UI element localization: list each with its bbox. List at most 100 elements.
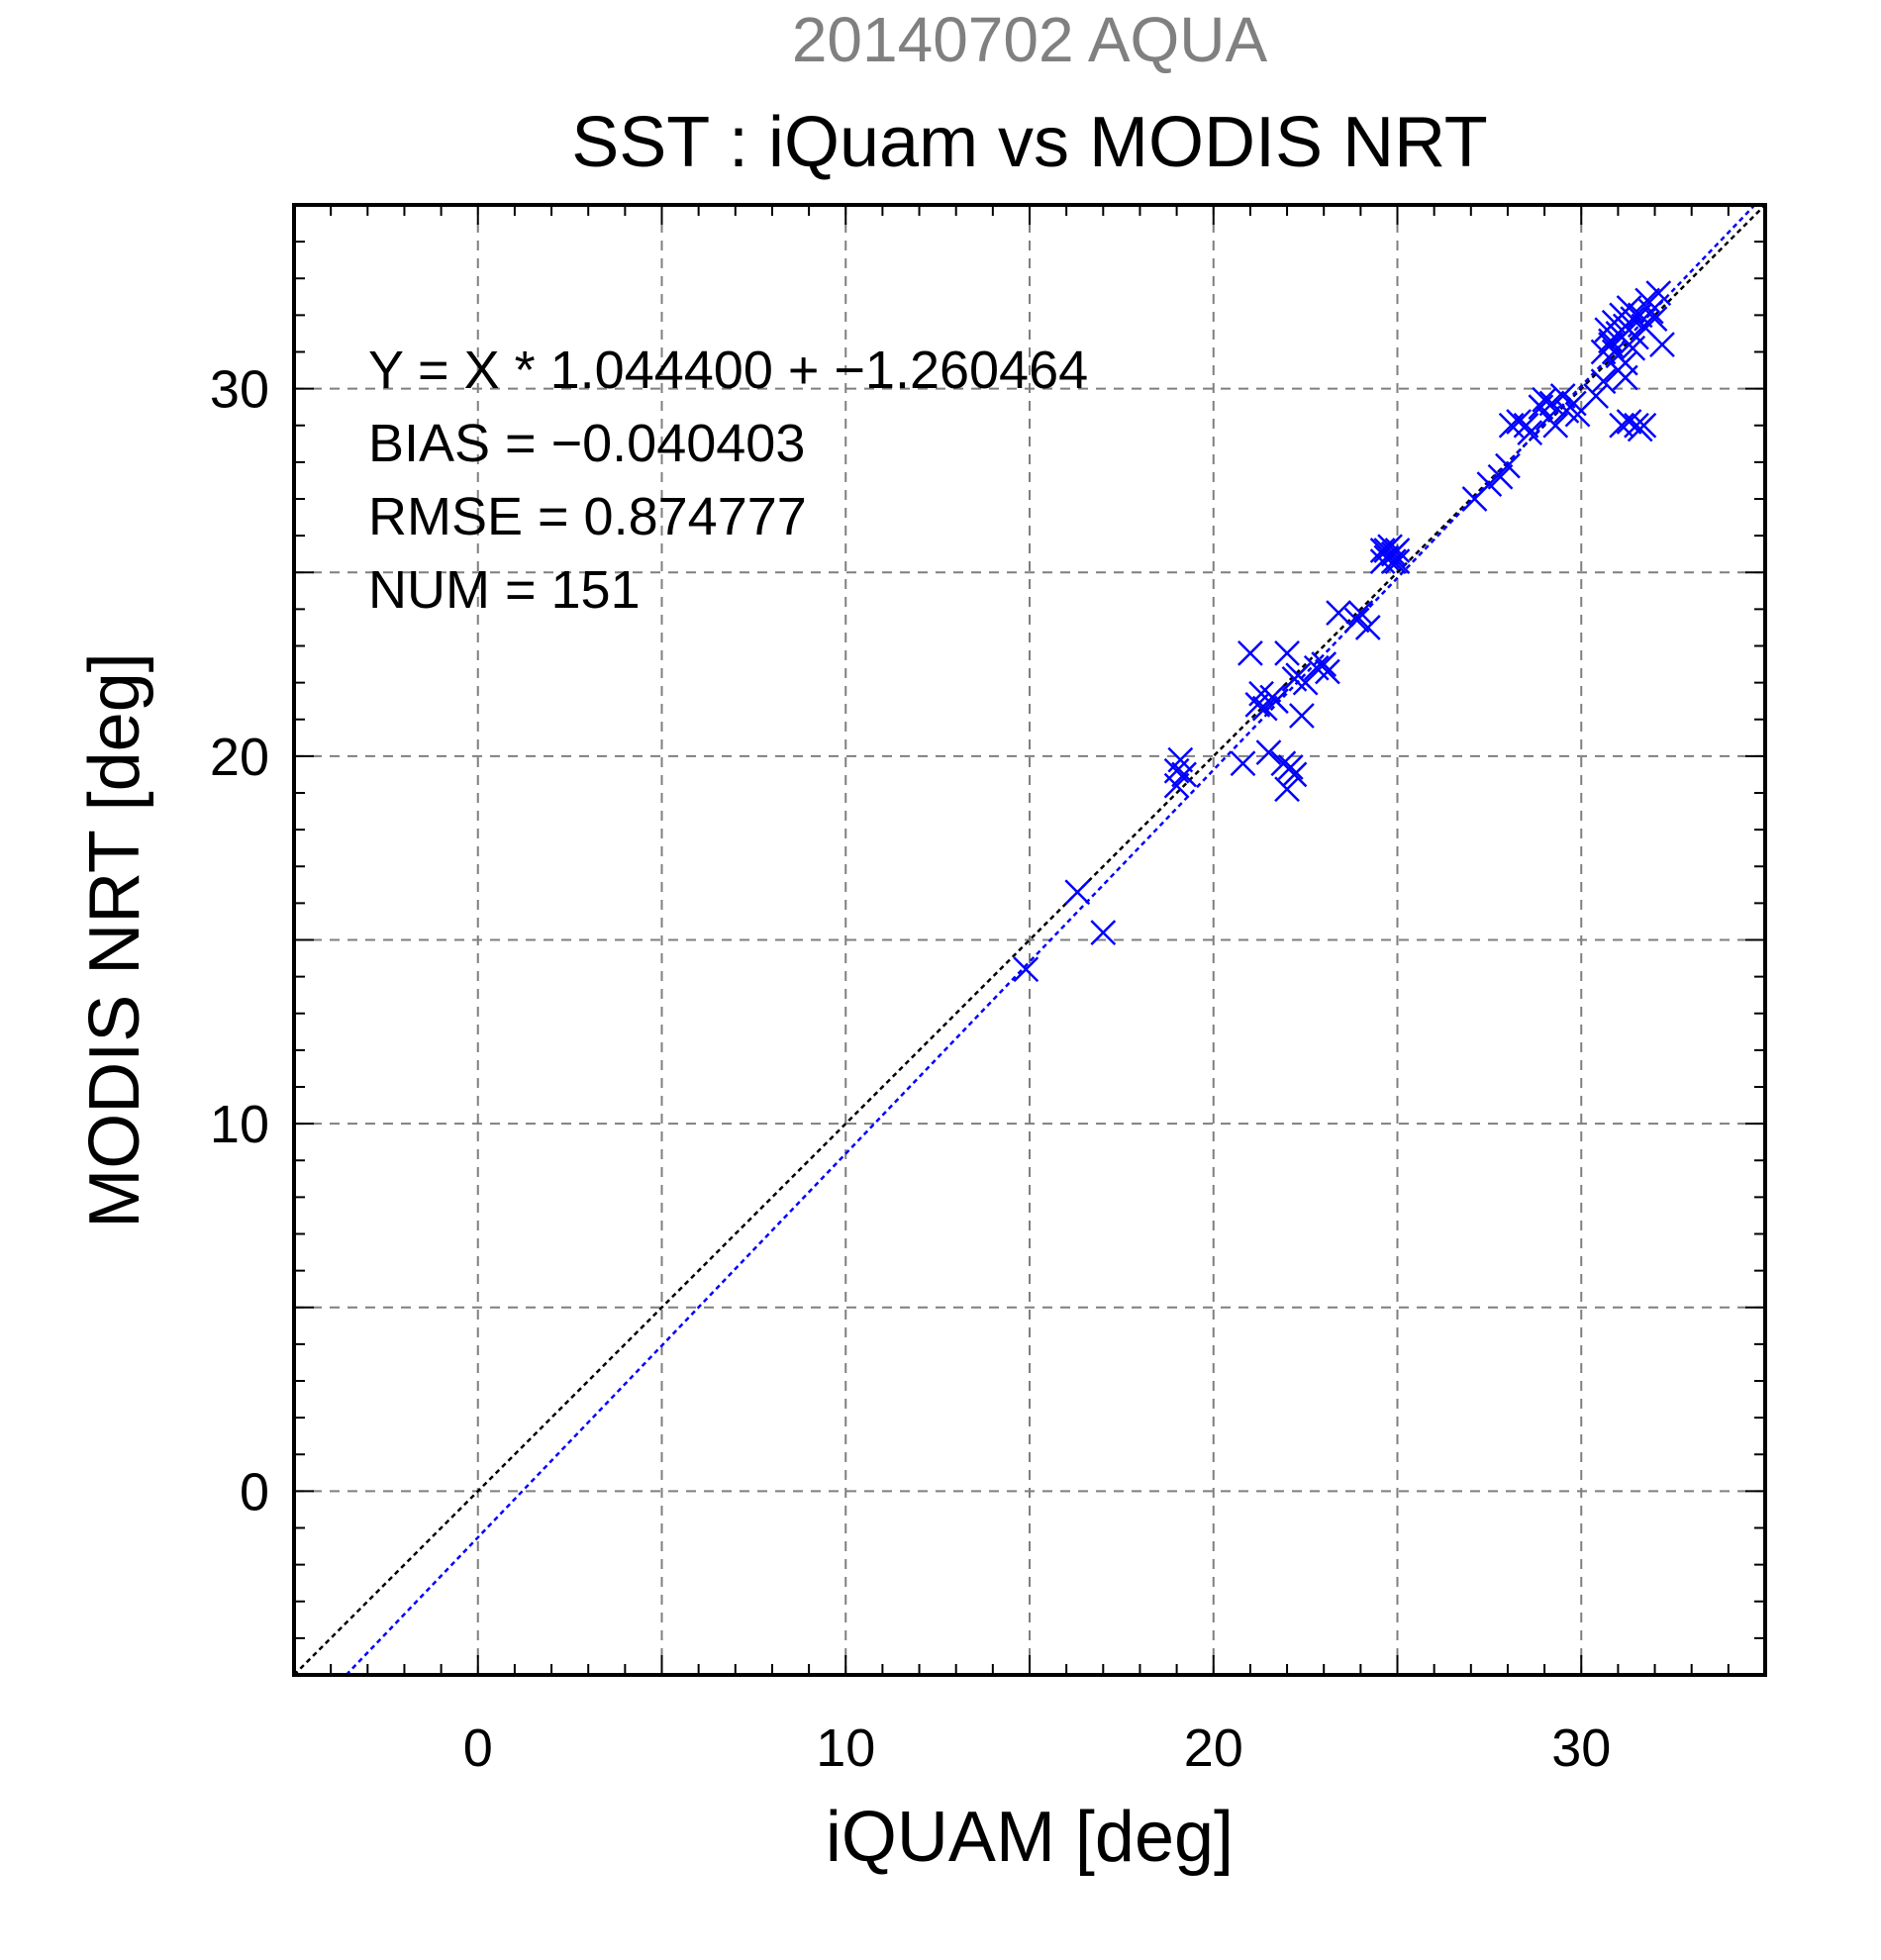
- data-point: [1274, 776, 1300, 803]
- data-point: [1013, 956, 1040, 983]
- y-tick-label: 20: [210, 728, 269, 787]
- data-point: [1542, 412, 1569, 439]
- data-point-stroke: [1373, 538, 1400, 563]
- y-tick-label: 10: [210, 1095, 269, 1154]
- data-point-stroke: [1277, 754, 1304, 780]
- chart-title: SST : iQuam vs MODIS NRT: [571, 103, 1488, 182]
- data-point-stroke: [1315, 658, 1340, 685]
- data-point-stroke: [1560, 390, 1587, 417]
- data-point: [1616, 409, 1642, 435]
- data-point: [1326, 600, 1351, 626]
- data-point-stroke: [1354, 615, 1381, 640]
- data-point-stroke: [1627, 416, 1653, 442]
- data-point: [1167, 746, 1194, 773]
- data-point: [1289, 703, 1315, 729]
- data-point-stroke: [1303, 654, 1330, 681]
- data-point: [1487, 463, 1514, 490]
- data-point: [1347, 600, 1374, 626]
- data-point-stroke: [1517, 420, 1543, 446]
- data-point-stroke: [1513, 412, 1539, 439]
- chart-suptitle: 20140702 AQUA: [792, 4, 1268, 75]
- data-point-stroke: [1637, 298, 1664, 325]
- data-point-stroke: [1171, 761, 1197, 788]
- data-point-stroke: [1549, 383, 1576, 409]
- x-tick-label: 30: [1551, 1718, 1611, 1778]
- data-point: [1315, 658, 1340, 685]
- data-point-stroke: [1167, 746, 1194, 773]
- data-point: [1311, 651, 1337, 677]
- data-point: [1281, 761, 1308, 788]
- reference-lines: [293, 204, 1766, 1676]
- data-point-stroke: [1311, 651, 1337, 677]
- data-point: [1064, 879, 1091, 906]
- data-point: [1255, 739, 1282, 766]
- data-point: [1277, 754, 1304, 780]
- data-point-stroke: [1289, 703, 1315, 729]
- data-point-stroke: [1649, 332, 1675, 357]
- regression-equation: Y = X * 1.044400 + −1.260464: [368, 341, 1088, 400]
- data-point: [1384, 538, 1411, 563]
- data-point-stroke: [1274, 776, 1300, 803]
- data-point-stroke: [1343, 607, 1370, 634]
- data-point-stroke: [1616, 295, 1642, 321]
- data-point-stroke: [1542, 412, 1569, 439]
- data-point-stroke: [1238, 640, 1263, 666]
- data-point: [1513, 412, 1539, 439]
- data-point: [1230, 750, 1256, 777]
- data-point: [1645, 280, 1672, 306]
- y-axis-label: MODIS NRT [deg]: [75, 652, 154, 1228]
- data-point-stroke: [1538, 390, 1565, 417]
- data-point-stroke: [1495, 452, 1521, 479]
- data-point: [1590, 368, 1617, 395]
- x-tick-label: 0: [463, 1718, 493, 1778]
- data-point: [1538, 390, 1565, 417]
- data-point-stroke: [1274, 640, 1300, 666]
- data-point: [1263, 688, 1289, 715]
- data-point-stroke: [1616, 409, 1642, 435]
- data-point-stroke: [1064, 879, 1091, 906]
- num-stat: NUM = 151: [368, 560, 641, 620]
- plot-frame: [292, 203, 1767, 1677]
- rmse-stat: RMSE = 0.874777: [368, 487, 807, 546]
- data-point-stroke: [1634, 287, 1661, 314]
- data-point: [1583, 383, 1609, 409]
- data-point-stroke: [1248, 680, 1274, 707]
- data-points: [1013, 280, 1675, 983]
- data-point-stroke: [1263, 688, 1289, 715]
- data-point: [1373, 538, 1400, 563]
- data-point: [1495, 452, 1521, 479]
- y-tick-label: 30: [210, 360, 269, 420]
- data-point: [1549, 383, 1576, 409]
- data-point-stroke: [1230, 750, 1256, 777]
- data-point-stroke: [1645, 280, 1672, 306]
- data-point: [1517, 420, 1543, 446]
- data-point-stroke: [1163, 772, 1190, 799]
- data-point-stroke: [1281, 761, 1308, 788]
- data-point-stroke: [1590, 339, 1617, 365]
- data-point-stroke: [1326, 600, 1351, 626]
- data-point-stroke: [1384, 538, 1411, 563]
- data-point-stroke: [1255, 739, 1282, 766]
- data-point: [1649, 332, 1675, 357]
- data-point-stroke: [1347, 600, 1374, 626]
- data-point: [1343, 607, 1370, 634]
- data-point: [1274, 640, 1300, 666]
- data-point-stroke: [1631, 313, 1657, 340]
- bias-stat: BIAS = −0.040403: [368, 414, 805, 473]
- x-axis-label: iQUAM [deg]: [826, 1798, 1234, 1877]
- data-point-stroke: [1013, 956, 1040, 983]
- x-tick-label: 20: [1184, 1718, 1243, 1778]
- y-tick-label: 0: [240, 1462, 269, 1521]
- data-point-stroke: [1641, 306, 1668, 332]
- data-point-stroke: [1590, 368, 1617, 395]
- data-point: [1251, 695, 1278, 722]
- tick-labels: 0 10 20 30 0 10 20 30: [210, 360, 1611, 1778]
- data-point: [1590, 339, 1617, 365]
- data-point-stroke: [1583, 383, 1609, 409]
- data-point: [1354, 615, 1381, 640]
- data-point-stroke: [1090, 920, 1117, 945]
- data-point: [1090, 920, 1117, 945]
- data-point: [1612, 364, 1638, 391]
